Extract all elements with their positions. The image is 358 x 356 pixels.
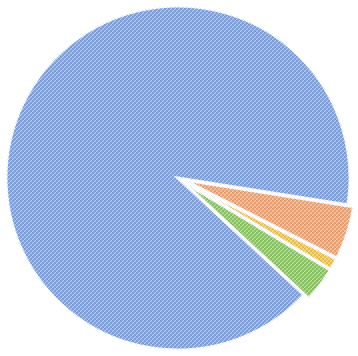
pie-slice-hatch-4	[5, 6, 350, 351]
pie-slices	[4, 4, 356, 352]
pie-slice-hatch-3	[182, 181, 331, 299]
pie-slice-hatch-1	[183, 179, 354, 258]
pie-slice-hatch-2	[183, 180, 337, 270]
